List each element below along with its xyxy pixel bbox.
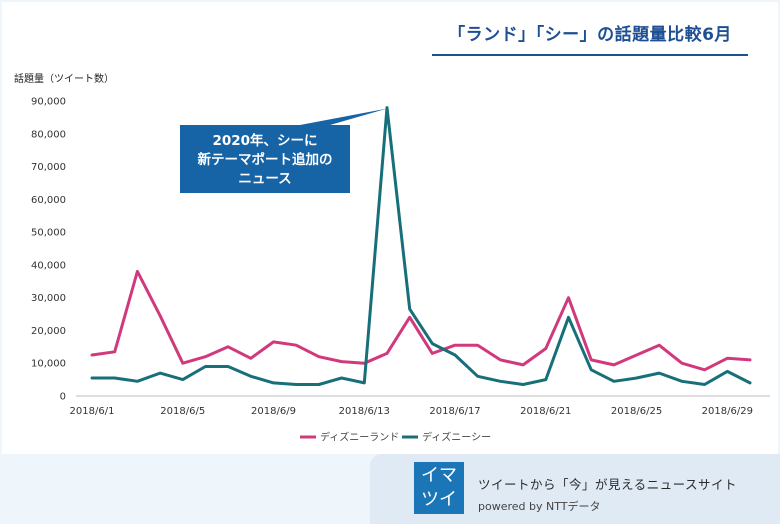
y-tick-label: 50,000 [31, 228, 66, 239]
y-tick-labels: 0 10,000 20,000 30,000 40,000 50,000 60,000 70,… [31, 97, 66, 403]
y-tick-label: 20,000 [31, 326, 66, 337]
series-line-sea [90, 106, 752, 386]
annotation-text-line: 新テーマポート追加の [198, 151, 333, 168]
logo-line-1: イマ [421, 465, 457, 486]
x-tick-label: 2018/6/9 [251, 406, 296, 417]
y-tick-label: 0 [60, 392, 66, 403]
x-tick-label: 2018/6/17 [429, 406, 480, 417]
logo-line-2: ツイ [421, 489, 457, 510]
imatsui-logo[interactable]: イマ ツイ [414, 462, 464, 514]
x-tick-label: 2018/6/25 [611, 406, 662, 417]
legend-label: ディズニーランド [320, 431, 399, 444]
powered-by: powered by NTTデータ [478, 500, 601, 513]
annotation-box [180, 125, 350, 193]
x-tick-label: 2018/6/29 [702, 406, 753, 417]
y-tick-label: 70,000 [31, 162, 66, 173]
site-tagline: ツイートから「今」が見えるニュースサイト [478, 477, 738, 492]
y-tick-label: 40,000 [31, 260, 66, 271]
x-tick-label: 2018/6/13 [339, 406, 390, 417]
annotation-text-line: 2020年、シーに [212, 132, 317, 149]
y-tick-label: 60,000 [31, 195, 66, 206]
series-lines [90, 106, 752, 386]
y-axis-label: 話題量（ツイート数） [14, 74, 114, 85]
footer-banner: イマ ツイ ツイートから「今」が見えるニュースサイト powered by NT… [360, 454, 780, 524]
y-tick-label: 30,000 [31, 293, 66, 304]
chart-panel [2, 2, 778, 454]
legend-label: ディズニーシー [422, 431, 491, 444]
chart-title: 「ランド」「シー」の話題量比較6月 [432, 10, 748, 56]
legend: ディズニーランド ディズニーシー [300, 431, 491, 444]
x-tick-label: 2018/6/1 [70, 406, 115, 417]
x-tick-label: 2018/6/5 [160, 406, 205, 417]
series-line-land [90, 269, 752, 372]
y-tick-label: 90,000 [31, 97, 66, 108]
annotation-text-line: ニュース [238, 171, 291, 187]
x-tick-label: 2018/6/21 [520, 406, 571, 417]
y-tick-label: 80,000 [31, 129, 66, 140]
x-tick-labels: 2018/6/1 2018/6/5 2018/6/9 2018/6/13 2018/6/… [70, 406, 753, 417]
y-tick-label: 10,000 [31, 359, 66, 370]
annotation-pointer [300, 108, 387, 125]
